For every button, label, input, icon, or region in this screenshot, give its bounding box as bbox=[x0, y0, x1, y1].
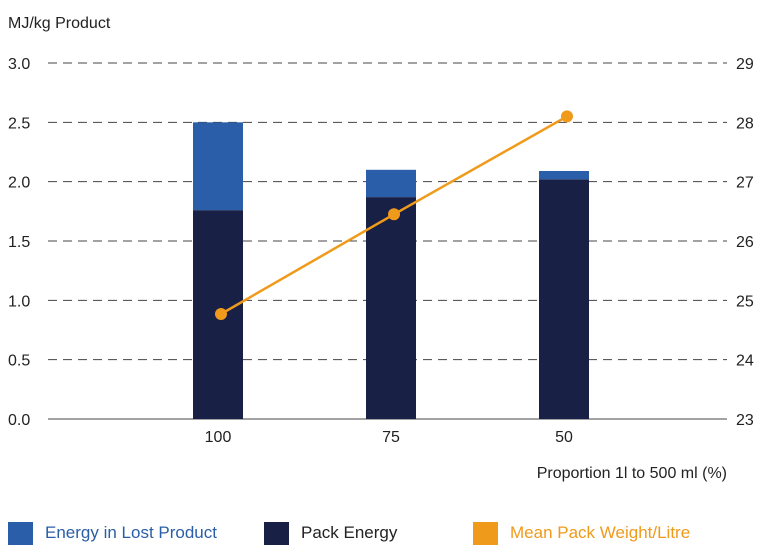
legend: Energy in Lost Product Pack Energy Mean … bbox=[0, 520, 762, 546]
legend-label-lost: Energy in Lost Product bbox=[45, 523, 217, 542]
x-tick-label: 75 bbox=[382, 429, 400, 446]
bar-energy-lost bbox=[193, 122, 243, 211]
x-tick-label: 100 bbox=[205, 429, 232, 446]
mean-pack-weight-point bbox=[388, 208, 400, 221]
legend-item-mean: Mean Pack Weight/Litre bbox=[473, 520, 690, 546]
legend-label-mean: Mean Pack Weight/Litre bbox=[510, 523, 691, 542]
bars-layer bbox=[193, 122, 589, 419]
x-axis-label: Proportion 1l to 500 ml (%) bbox=[537, 465, 727, 482]
right-tick-label: 23 bbox=[736, 412, 754, 429]
right-tick-label: 27 bbox=[736, 175, 754, 192]
legend-swatch-pack bbox=[264, 521, 289, 545]
left-tick-label: 1.0 bbox=[8, 293, 30, 310]
right-tick-label: 28 bbox=[736, 115, 754, 132]
mean-pack-weight-point bbox=[561, 110, 573, 123]
x-tick-label: 50 bbox=[555, 429, 573, 446]
legend-swatch-lost bbox=[8, 521, 33, 545]
legend-item-pack: Pack Energy bbox=[264, 520, 397, 546]
y-unit-label: MJ/kg Product bbox=[8, 15, 111, 32]
mean-pack-weight-point bbox=[215, 307, 227, 320]
right-tick-label: 29 bbox=[736, 56, 754, 73]
right-tick-label: 26 bbox=[736, 234, 754, 251]
left-tick-label: 2.5 bbox=[8, 115, 30, 132]
axes-layer: 0.0 0.5 1.0 1.5 2.0 2.5 3.0 23 24 25 26 27 28 29 100 75… bbox=[8, 56, 754, 446]
legend-item-lost: Energy in Lost Product bbox=[8, 520, 217, 546]
bar-pack-energy bbox=[366, 197, 416, 419]
line-layer bbox=[215, 110, 573, 320]
left-tick-label: 1.5 bbox=[8, 234, 30, 251]
bar-energy-lost bbox=[539, 170, 589, 180]
left-tick-label: 0.0 bbox=[8, 412, 30, 429]
right-tick-label: 25 bbox=[736, 293, 754, 310]
right-tick-label: 24 bbox=[736, 353, 754, 370]
legend-swatch-mean bbox=[473, 521, 498, 545]
legend-label-pack: Pack Energy bbox=[301, 523, 398, 542]
left-tick-label: 2.0 bbox=[8, 175, 30, 192]
left-tick-label: 3.0 bbox=[8, 56, 30, 73]
left-tick-label: 0.5 bbox=[8, 353, 30, 370]
chart: 0.0 0.5 1.0 1.5 2.0 2.5 3.0 23 24 25 26 27 28 29 100 75… bbox=[8, 15, 754, 482]
bar-energy-lost bbox=[366, 169, 416, 198]
bar-pack-energy bbox=[539, 179, 589, 419]
